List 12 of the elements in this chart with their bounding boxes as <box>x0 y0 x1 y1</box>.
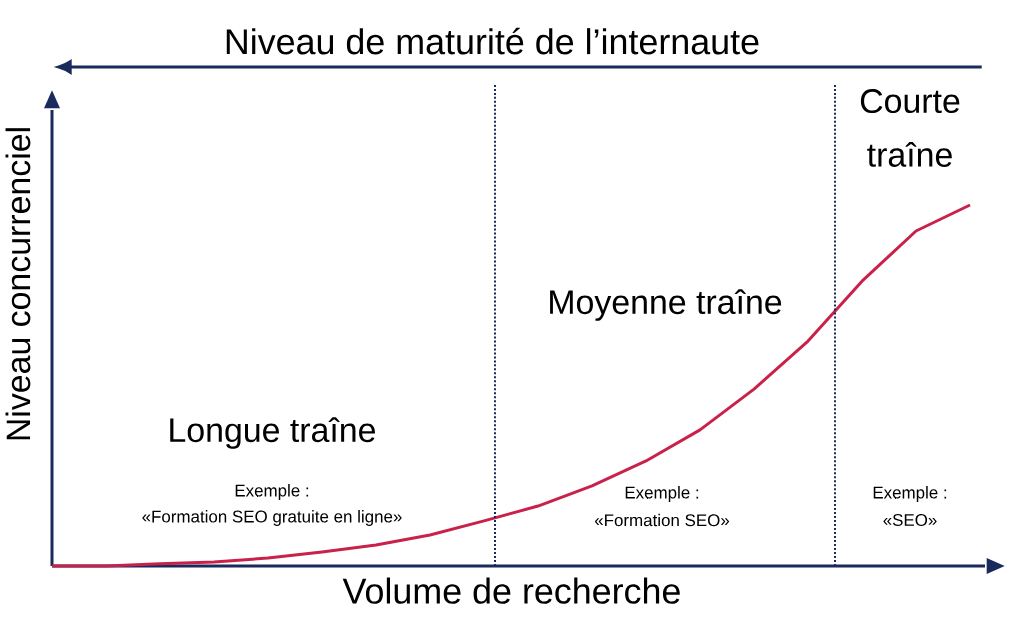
annotation: «SEO» <box>883 514 937 526</box>
x2-axis-title: Niveau de maturité de l’internaute <box>226 27 759 55</box>
annotation: Exemple : <box>873 486 947 502</box>
x-axis-title: Volume de recherche <box>342 577 680 604</box>
annotation: Moyenne traîne <box>550 289 782 321</box>
y-axis-title: Niveau concurrenciel <box>5 128 31 440</box>
annotation: Longue traîne <box>170 417 375 449</box>
annotation: Exemple : <box>625 486 699 502</box>
annotation: «Formation SEO gratuite en ligne» <box>142 510 402 526</box>
annotation: Exemple : <box>235 484 309 500</box>
text: Courte traîne <box>860 89 960 167</box>
annotation: «Formation SEO» <box>594 513 730 527</box>
